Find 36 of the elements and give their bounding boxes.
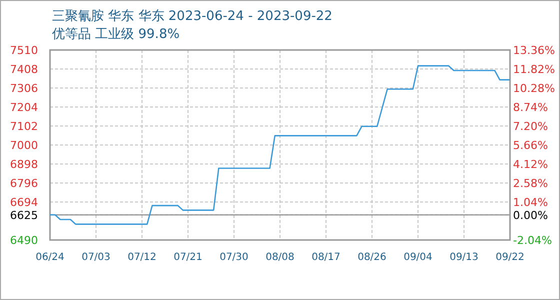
y-tick-label: 7408 (10, 63, 38, 76)
x-tick-label: 07/30 (220, 252, 248, 263)
x-tick-label: 06/24 (36, 252, 64, 263)
x-tick-label: 09/13 (450, 252, 478, 263)
y-tick-label: 6490 (10, 234, 38, 247)
x-tick-label: 08/26 (358, 252, 386, 263)
y-tick-label: 6625 (10, 208, 38, 222)
y-tick-label: 7102 (10, 120, 38, 133)
y-tick-label: 7000 (10, 139, 38, 152)
y2-tick-label: 10.28% (513, 82, 555, 95)
y2-tick-label: 8.74% (513, 101, 548, 114)
y2-tick-label: 5.66% (513, 139, 548, 152)
y2-tick-label: 7.20% (513, 120, 548, 133)
x-tick-label: 09/22 (496, 252, 524, 263)
line-series (49, 65, 511, 225)
y2-tick-label: 13.36% (513, 44, 555, 57)
y-tick-label: 6796 (10, 177, 38, 190)
x-tick-label: 08/17 (312, 252, 340, 263)
y2-tick-label: 4.12% (513, 158, 548, 171)
y-tick-label: 7510 (10, 44, 38, 57)
x-tick-label: 07/21 (174, 252, 202, 263)
y-tick-label: 7204 (10, 101, 38, 114)
y2-tick-label: 0.00% (513, 208, 548, 222)
x-tick-label: 07/03 (82, 252, 110, 263)
x-tick-label: 07/12 (128, 252, 156, 263)
x-tick-label: 09/04 (404, 252, 432, 263)
y2-tick-label: 11.82% (513, 63, 555, 76)
x-tick-label: 08/08 (266, 252, 294, 263)
y-tick-label: 7306 (10, 82, 38, 95)
y2-tick-label: 2.58% (513, 177, 548, 190)
chart-subtitle: 优等品 工业级 99.8% (52, 27, 180, 42)
y2-tick-label: -2.04% (513, 234, 552, 247)
y2-tick-label: 1.04% (513, 196, 548, 209)
y-tick-label: 6694 (10, 196, 38, 209)
y-tick-label: 6898 (10, 158, 38, 171)
chart-title: 三聚氰胺 华东 华东 2023-06-24 - 2023-09-22 (52, 9, 332, 24)
